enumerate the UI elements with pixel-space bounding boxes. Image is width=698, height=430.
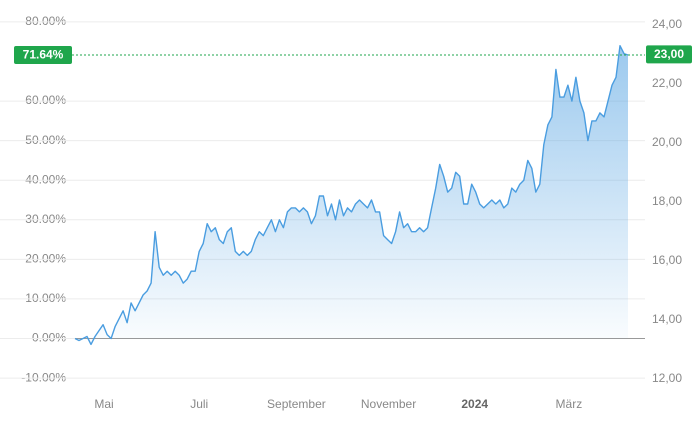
x-tick-label: Juli (190, 397, 208, 411)
marker-label: 23,00 (654, 47, 684, 61)
y-tick-label: 60.00% (25, 93, 66, 107)
y-tick-label: 20.00% (25, 252, 66, 266)
y-tick-label: -10.00% (21, 370, 66, 384)
marker-badge (646, 45, 692, 64)
y2-tick-label: 22,00 (652, 76, 682, 90)
y2-tick-label: 20,00 (652, 135, 682, 149)
y2-tick-label: 12,00 (652, 371, 682, 385)
x-tick-label: Mai (94, 397, 113, 411)
marker-label: 71.64% (23, 48, 64, 62)
x-tick-label: September (267, 397, 326, 411)
y2-tick-label: 24,00 (652, 17, 682, 31)
line (74, 45, 629, 346)
y-tick-label: 80.00% (25, 14, 66, 28)
y2-tick-label: 18,00 (652, 194, 682, 208)
x-tick-label: März (556, 397, 583, 411)
y-tick-label: 10.00% (25, 291, 66, 305)
y-tick-label: 30.00% (25, 212, 66, 226)
marker-badge (14, 45, 72, 64)
x-tick-label: 2024 (461, 397, 488, 411)
y-tick-label: 40.00% (25, 172, 66, 186)
x-tick-label: November (361, 397, 416, 411)
y-tick-label: 0.00% (32, 331, 66, 345)
area (75, 45, 628, 345)
y2-tick-label: 14,00 (652, 312, 682, 326)
y2-tick-label: 16,00 (652, 253, 682, 267)
y-tick-label: 50.00% (25, 133, 66, 147)
